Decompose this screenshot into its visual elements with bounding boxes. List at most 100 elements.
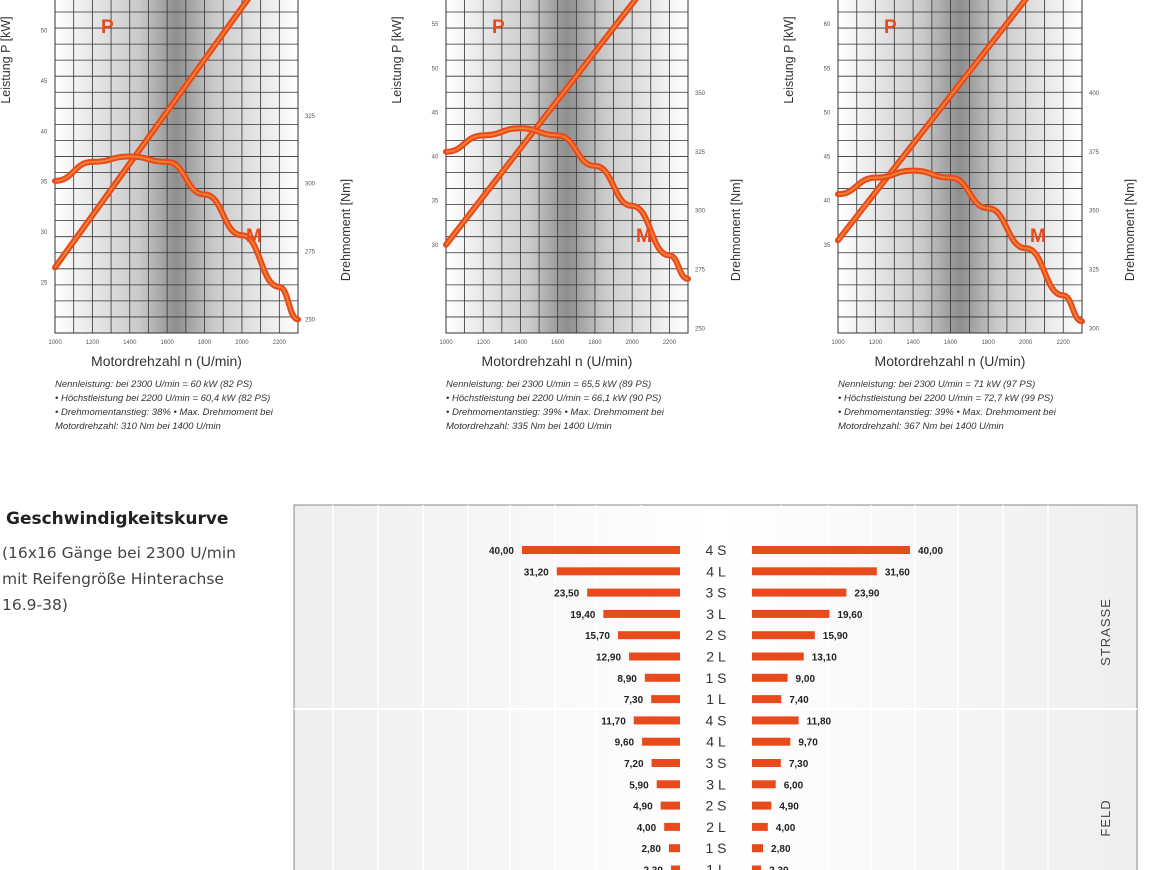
x-tick-label: 1800: [198, 340, 212, 346]
x-tick-label: 1000: [48, 340, 62, 346]
gear-label: 4 S: [705, 712, 726, 728]
bar-right-value: 19,60: [837, 610, 862, 621]
gear-label: 3 L: [706, 606, 726, 622]
bar-left-value: 31,20: [524, 567, 549, 578]
curve-label-p: P: [101, 17, 114, 38]
y-right-axis-label: Drehmoment [Nm]: [729, 179, 743, 281]
bar-left-value: 4,00: [637, 823, 657, 834]
x-tick-label: 1200: [477, 340, 491, 346]
x-tick-label: 2200: [1057, 340, 1071, 346]
engine-chart-3: 1000 1200 1400 1600 1800 2000 2200 35 40 45 50 55 60…: [782, 0, 1137, 369]
bar-right-value: 13,10: [812, 653, 837, 664]
x-tick-label: 2200: [273, 340, 287, 346]
bar-right-value: 6,00: [784, 780, 804, 791]
bar-left: [656, 780, 680, 789]
caption-line: Motordrehzahl: 310 Nm bei 1400 U/min: [55, 421, 221, 432]
caption-line: Motordrehzahl: 335 Nm bei 1400 U/min: [446, 421, 612, 432]
bar-right-value: 7,40: [789, 695, 809, 706]
curve-P-highlight: [445, 0, 637, 246]
bar-left-value: 7,30: [624, 695, 644, 706]
gear-label: 3 S: [705, 585, 726, 601]
y-left-tick-label: 40: [432, 155, 439, 161]
bar-right-value: 4,00: [776, 823, 796, 834]
bar-left: [642, 737, 680, 746]
y-left-tick-label: 35: [41, 180, 48, 186]
bar-right-value: 9,70: [798, 738, 818, 749]
gear-label: 4 L: [706, 563, 726, 579]
bar-left: [668, 844, 680, 853]
y-right-tick-label: 275: [305, 250, 316, 256]
x-tick-label: 1600: [944, 340, 958, 346]
x-tick-label: 1000: [439, 340, 453, 346]
caption-line: Motordrehzahl: 367 Nm bei 1400 U/min: [838, 421, 1004, 432]
y-right-tick-label: 350: [1089, 209, 1100, 215]
speed-curve-chart: 4 S 4 L 3 S 3 L 2 S 2 L 1 S 1 L 4 S 4 L 3 S 3 L 2 S 2…: [293, 504, 1138, 870]
plot-frame: [837, 0, 1083, 334]
gear-label: 2 S: [705, 627, 726, 643]
y-right-tick-label: 325: [1089, 267, 1100, 273]
speed-chart-subtitle: (16x16 Gänge bei 2300 U/min mit Reifengr…: [2, 540, 282, 618]
bar-left: [587, 588, 680, 597]
gear-label: 4 S: [705, 542, 726, 558]
bar-right-value: 31,60: [885, 567, 910, 578]
bar-right-value: 2,80: [771, 844, 791, 855]
bar-left: [617, 631, 680, 640]
bar-left-value: 12,90: [596, 653, 621, 664]
bar-left-value: 40,00: [489, 546, 514, 557]
caption-line: • Drehmomentanstieg: 39% • Max. Drehmome…: [446, 407, 664, 418]
caption-line: • Höchstleistung bei 2200 U/min = 72,7 k…: [838, 393, 1054, 404]
bar-right-value: 11,80: [807, 716, 832, 727]
x-tick-label: 2000: [235, 340, 249, 346]
caption-line: • Drehmomentanstieg: 39% • Max. Drehmome…: [838, 407, 1056, 418]
y-left-tick-label: 30: [41, 230, 48, 236]
bar-left: [664, 822, 680, 831]
x-axis-label: Motordrehzahl n (U/min): [482, 353, 633, 369]
bar-left: [633, 716, 680, 725]
x-tick-label: 1400: [906, 340, 920, 346]
curve-M-highlight: [837, 169, 1083, 323]
bar-left-value: 11,70: [601, 716, 626, 727]
bar-right-value: 9,00: [796, 674, 816, 685]
y-left-tick-label: 40: [824, 199, 831, 205]
caption-line: Nennleistung: bei 2300 U/min = 71 kW (97…: [838, 379, 1036, 390]
caption-line: • Höchstleistung bei 2200 U/min = 66,1 k…: [446, 393, 662, 404]
y-left-tick-label: 25: [41, 281, 48, 287]
y-right-tick-label: 300: [695, 209, 706, 215]
curve-label-p: P: [884, 17, 897, 38]
curve-label-p: P: [492, 17, 505, 38]
gear-label: 2 S: [705, 798, 726, 814]
bar-right-value: 4,90: [779, 802, 799, 813]
y-left-tick-label: 55: [432, 22, 439, 28]
bar-right-value: 23,90: [854, 589, 879, 600]
bar-right: [752, 716, 799, 725]
plot-frame: [445, 0, 689, 334]
bar-right: [752, 652, 804, 661]
subtitle-line: mit Reifengröße Hinterachse: [2, 570, 224, 588]
x-tick-label: 1600: [160, 340, 174, 346]
subtitle-line: 16.9-38): [2, 596, 68, 614]
y-left-tick-label: 50: [41, 28, 48, 34]
x-tick-label: 1000: [831, 340, 845, 346]
group-label-feld: FELD: [1098, 799, 1113, 836]
chart-1-caption: Nennleistung: bei 2300 U/min = 60 kW (82…: [55, 378, 355, 434]
engine-chart-2: 1000 1200 1400 1600 1800 2000 2200 30 35 40 45 50 55…: [390, 0, 743, 369]
x-tick-label: 1200: [86, 340, 100, 346]
bar-left: [651, 695, 680, 704]
caption-line: Nennleistung: bei 2300 U/min = 65,5 kW (…: [446, 379, 652, 390]
gear-label: 1 L: [706, 691, 726, 707]
curve-P-highlight: [837, 0, 1027, 241]
bar-left-value: 7,20: [624, 759, 644, 770]
bar-left-value: 19,40: [570, 610, 595, 621]
y-left-tick-label: 30: [432, 243, 439, 249]
x-tick-label: 1400: [123, 340, 137, 346]
y-left-tick-label: 45: [824, 155, 831, 161]
speed-chart-frame: [293, 504, 1138, 870]
bar-right: [752, 567, 877, 576]
bar-left-value: 9,60: [615, 738, 635, 749]
gear-label: 2 L: [706, 819, 726, 835]
curve-P-highlight: [54, 0, 249, 269]
x-axis-label: Motordrehzahl n (U/min): [91, 353, 242, 369]
bar-right: [752, 759, 781, 767]
group-label-strasse: STRASSE: [1098, 598, 1113, 666]
bar-right-value: 40,00: [918, 546, 943, 557]
